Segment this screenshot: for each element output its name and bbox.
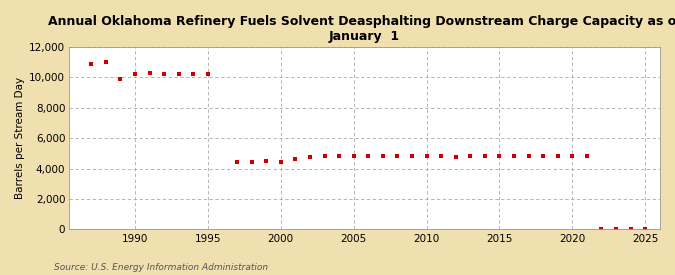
Y-axis label: Barrels per Stream Day: Barrels per Stream Day <box>15 77 25 199</box>
Title: Annual Oklahoma Refinery Fuels Solvent Deasphalting Downstream Charge Capacity a: Annual Oklahoma Refinery Fuels Solvent D… <box>48 15 675 43</box>
Text: Source: U.S. Energy Information Administration: Source: U.S. Energy Information Administ… <box>54 263 268 272</box>
